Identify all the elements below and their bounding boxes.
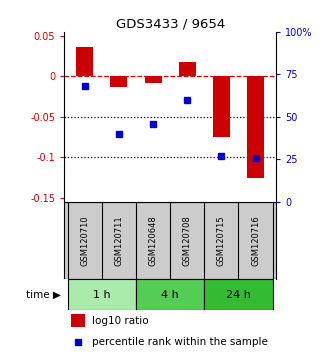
Text: GSM120715: GSM120715 [217,215,226,266]
Bar [110,76,127,87]
Text: GSM120708: GSM120708 [183,215,192,266]
Text: log10 ratio: log10 ratio [92,316,148,326]
Text: GSM120648: GSM120648 [149,215,158,266]
Bar [136,279,204,310]
Title: GDS3433 / 9654: GDS3433 / 9654 [116,18,225,31]
Text: 4 h: 4 h [161,290,179,300]
Text: percentile rank within the sample: percentile rank within the sample [92,337,268,347]
Text: 1 h: 1 h [93,290,111,300]
Text: GSM120711: GSM120711 [114,215,123,266]
Bar [204,279,273,310]
Bar [213,76,230,137]
Bar [144,76,161,83]
Bar [76,47,93,76]
Text: 24 h: 24 h [226,290,251,300]
Bar [247,76,264,178]
Bar [71,314,85,327]
Bar [179,62,196,76]
Text: time ▶: time ▶ [26,290,61,300]
Text: GSM120710: GSM120710 [80,215,89,266]
Text: GSM120716: GSM120716 [251,215,260,266]
Bar [68,279,136,310]
